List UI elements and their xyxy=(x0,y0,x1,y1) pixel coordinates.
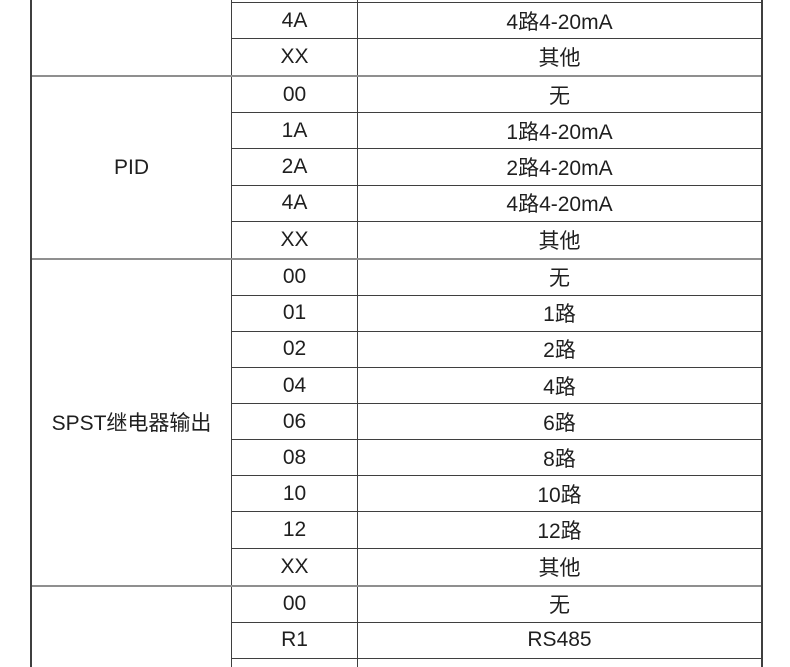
desc-cell: 2路4-20mA xyxy=(506,157,613,181)
table-row: 08 8路 xyxy=(232,440,761,477)
table-row: 01 1路 xyxy=(232,295,761,332)
table-group-pid: PID 00 无 1A 1路4-20mA 2A 2路4-20mA 4A 4路4-… xyxy=(32,77,761,260)
group-label-cell xyxy=(32,586,232,667)
desc-cell: 其他 xyxy=(538,47,581,71)
group-label-cell: PID xyxy=(32,77,232,258)
desc-cell: 6路 xyxy=(543,411,576,435)
table-row: 04 4路 xyxy=(232,368,761,405)
table-row: 00 无 xyxy=(232,77,761,114)
group-rows: 00 无 1A 1路4-20mA 2A 2路4-20mA 4A 4路4-20mA… xyxy=(232,77,761,258)
code-cell xyxy=(232,0,358,3)
desc-cell: 2路 xyxy=(543,339,576,363)
code-cell: XX xyxy=(232,548,358,585)
table-row: XX 其他 xyxy=(232,39,761,76)
desc-cell: 无 xyxy=(549,267,570,291)
desc-cell: 8路 xyxy=(543,447,576,471)
desc-cell: 其他 xyxy=(538,229,581,253)
desc-cell: 无 xyxy=(549,84,570,108)
desc-cell: 1路 xyxy=(543,303,576,327)
code-cell: 4A xyxy=(232,3,358,39)
desc-cell xyxy=(358,659,761,667)
group-label-cell xyxy=(32,0,232,76)
code-cell: 4A xyxy=(232,185,358,221)
table-row: 4A 4路4-20mA xyxy=(232,3,761,40)
group-rows: 4A 4路4-20mA XX 其他 xyxy=(232,0,761,76)
table-row xyxy=(232,658,761,667)
code-cell: 1A xyxy=(232,113,358,149)
code-cell: XX xyxy=(232,39,358,76)
code-cell: 01 xyxy=(232,295,358,331)
code-cell xyxy=(232,658,358,667)
table-row: 00 无 xyxy=(232,586,761,623)
table-row: 1A 1路4-20mA xyxy=(232,113,761,150)
desc-cell: 其他 xyxy=(538,556,581,580)
code-cell: 10 xyxy=(232,476,358,512)
table-row: 02 2路 xyxy=(232,331,761,369)
desc-cell: 1路4-20mA xyxy=(506,120,613,144)
code-cell: 00 xyxy=(232,259,358,295)
group-label-cell: SPST继电器输出 xyxy=(32,259,232,585)
table-group-top: 4A 4路4-20mA XX 其他 xyxy=(32,0,761,78)
desc-cell: 4路 xyxy=(543,375,576,399)
code-cell: 00 xyxy=(232,586,358,622)
spec-table: 4A 4路4-20mA XX 其他 PID 00 无 1A 1路4-20mA xyxy=(30,0,763,667)
table-row xyxy=(232,0,761,4)
desc-cell: RS485 xyxy=(527,628,592,652)
desc-cell: 无 xyxy=(549,594,570,618)
table-row: 2A 2路4-20mA xyxy=(232,149,761,186)
table-group-bottom: 00 无 R1 RS485 xyxy=(32,586,761,667)
table-row: 4A 4路4-20mA xyxy=(232,185,761,222)
table-row: XX 其他 xyxy=(232,548,761,585)
code-cell: 04 xyxy=(232,368,358,404)
desc-cell: 4路4-20mA xyxy=(506,193,613,217)
table-row: 12 12路 xyxy=(232,512,761,549)
code-cell: R1 xyxy=(232,622,358,658)
table-row: 06 6路 xyxy=(232,404,761,441)
code-cell: 2A xyxy=(232,149,358,185)
code-cell: XX xyxy=(232,221,358,258)
table-row: R1 RS485 xyxy=(232,622,761,659)
code-cell: 02 xyxy=(232,331,358,368)
table-group-spst: SPST继电器输出 00 无 01 1路 02 2路 04 4路 xyxy=(32,259,761,587)
desc-cell: 4路4-20mA xyxy=(506,10,613,34)
desc-cell: 10路 xyxy=(537,483,582,507)
group-rows: 00 无 R1 RS485 xyxy=(232,586,761,667)
table-row: 00 无 xyxy=(232,259,761,296)
table-row: XX 其他 xyxy=(232,221,761,258)
code-cell: 08 xyxy=(232,440,358,476)
code-cell: 06 xyxy=(232,404,358,440)
desc-cell xyxy=(358,0,761,2)
table-row: 10 10路 xyxy=(232,476,761,513)
code-cell: 00 xyxy=(232,77,358,113)
code-cell: 12 xyxy=(232,512,358,548)
group-rows: 00 无 01 1路 02 2路 04 4路 06 6路 xyxy=(232,259,761,585)
desc-cell: 12路 xyxy=(537,519,582,543)
